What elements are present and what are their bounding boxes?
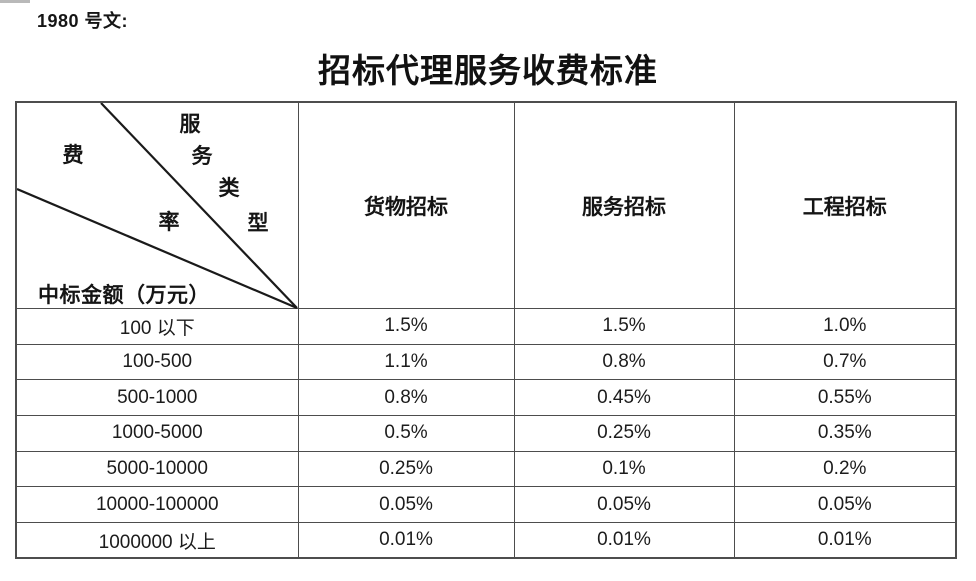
corner-service-type-char: 型 bbox=[247, 211, 269, 235]
fee-table: 服 务 类 型 费 率 中标金额（万元） 货物招标 服务招标 工程招标 bbox=[15, 101, 957, 560]
rate-cell-goods: 0.25% bbox=[297, 450, 515, 488]
table-row: 100 以下 1.5% 1.5% 1.0% bbox=[15, 308, 957, 345]
rate-cell-engineering: 0.55% bbox=[733, 379, 957, 417]
corner-header-cell: 服 务 类 型 费 率 中标金额（万元） bbox=[15, 101, 299, 309]
rate-cell-services: 1.5% bbox=[513, 308, 735, 345]
table-row: 5000-10000 0.25% 0.1% 0.2% bbox=[15, 450, 957, 488]
amount-range-cell: 1000-5000 bbox=[15, 415, 299, 452]
amount-range-cell: 5000-10000 bbox=[15, 450, 299, 488]
corner-fee-rate-char: 率 bbox=[158, 210, 180, 234]
amount-range-cell: 500-1000 bbox=[15, 379, 299, 417]
rate-cell-engineering: 0.05% bbox=[733, 486, 957, 524]
table-row: 1000000 以上 0.01% 0.01% 0.01% bbox=[15, 522, 957, 559]
amount-range-cell: 100-500 bbox=[15, 343, 299, 381]
rate-cell-services: 0.1% bbox=[513, 450, 735, 488]
amount-range-cell: 10000-100000 bbox=[15, 486, 299, 524]
table-row: 10000-100000 0.05% 0.05% 0.05% bbox=[15, 486, 957, 524]
rate-cell-services: 0.01% bbox=[513, 522, 735, 559]
rate-cell-goods: 0.5% bbox=[297, 415, 515, 452]
corner-service-type-char: 类 bbox=[218, 176, 240, 200]
rate-cell-goods: 1.1% bbox=[297, 343, 515, 381]
rate-cell-engineering: 0.01% bbox=[733, 522, 957, 559]
corner-service-type-char: 服 bbox=[179, 112, 201, 136]
rate-cell-goods: 0.8% bbox=[297, 379, 515, 417]
diagonal-divider-lines bbox=[17, 103, 298, 309]
column-header-goods: 货物招标 bbox=[297, 101, 515, 309]
rate-cell-goods: 1.5% bbox=[297, 308, 515, 345]
table-row: 100-500 1.1% 0.8% 0.7% bbox=[15, 343, 957, 381]
table-row: 1000-5000 0.5% 0.25% 0.35% bbox=[15, 415, 957, 452]
rate-cell-services: 0.05% bbox=[513, 486, 735, 524]
rate-cell-goods: 0.05% bbox=[297, 486, 515, 524]
scan-edge-artifact bbox=[0, 0, 30, 3]
rate-cell-services: 0.25% bbox=[513, 415, 735, 452]
rate-cell-engineering: 1.0% bbox=[733, 308, 957, 345]
page-title: 招标代理服务收费标准 bbox=[318, 54, 658, 90]
table-row: 500-1000 0.8% 0.45% 0.55% bbox=[15, 379, 957, 417]
column-header-services: 服务招标 bbox=[513, 101, 735, 309]
rate-cell-engineering: 0.35% bbox=[733, 415, 957, 452]
corner-header-box: 服 务 类 型 费 率 中标金额（万元） bbox=[17, 103, 298, 309]
table-header-row: 服 务 类 型 费 率 中标金额（万元） 货物招标 服务招标 工程招标 bbox=[15, 101, 957, 309]
corner-service-type-char: 务 bbox=[191, 144, 213, 168]
corner-fee-rate-char: 费 bbox=[62, 143, 84, 167]
rate-cell-services: 0.8% bbox=[513, 343, 735, 381]
fee-table-wrap: 服 务 类 型 费 率 中标金额（万元） 货物招标 服务招标 工程招标 bbox=[15, 101, 957, 560]
corner-amount-label: 中标金额（万元） bbox=[38, 283, 210, 307]
rate-cell-services: 0.45% bbox=[513, 379, 735, 417]
rate-cell-goods: 0.01% bbox=[297, 522, 515, 559]
rate-cell-engineering: 0.2% bbox=[733, 450, 957, 488]
column-header-engineering: 工程招标 bbox=[733, 101, 957, 309]
amount-range-cell: 1000000 以上 bbox=[15, 522, 299, 559]
doc-number-label: 1980 号文: bbox=[37, 11, 129, 31]
amount-range-cell: 100 以下 bbox=[15, 308, 299, 345]
rate-cell-engineering: 0.7% bbox=[733, 343, 957, 381]
